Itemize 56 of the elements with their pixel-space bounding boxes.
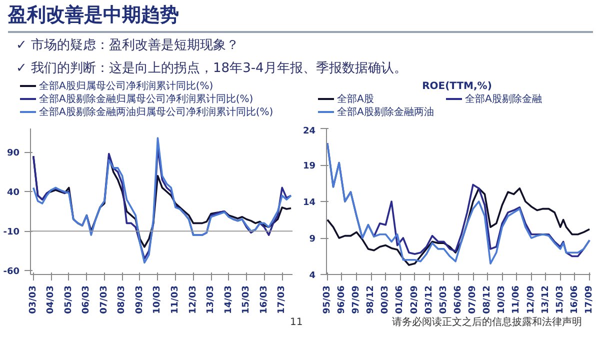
line-series	[326, 187, 590, 266]
x-tick-label: 08/03	[117, 285, 128, 314]
x-tick-label: 17/03	[277, 285, 288, 314]
x-tick-label: 05/03	[64, 285, 74, 314]
x-tick-label: 97/09	[352, 285, 362, 314]
legend-label: 全部A股剔除金融两油归属母公司净利润累计同比(%)	[38, 106, 274, 119]
x-tick-label: 10/03	[152, 285, 163, 314]
x-tick-label: 16/03	[259, 285, 270, 314]
x-tick-label: 14/03	[224, 285, 234, 314]
legend-label: 全部A股剔除金融	[464, 93, 543, 106]
x-tick-label: 15/03	[242, 285, 252, 314]
y-tick-label: -10	[3, 228, 20, 238]
x-tick-label: 98/12	[366, 285, 376, 314]
x-tick-label: 07/09	[468, 285, 478, 314]
text: ✓ 市场的疑虑：盈利改善是短期现象？	[16, 37, 240, 56]
x-tick-label: 12/09	[526, 285, 536, 314]
x-tick-label: 01/06	[395, 285, 406, 314]
x-tick-label: 15/03	[555, 285, 566, 314]
x-tick-label: 96/06	[337, 285, 347, 314]
x-tick-label: 05/03	[438, 285, 449, 314]
x-tick-label: 16/06	[570, 285, 580, 314]
y-tick-label: 9	[309, 234, 316, 244]
y-tick-label: 90	[6, 148, 20, 159]
x-tick-label: 13/12	[540, 285, 551, 314]
y-tick-label: 4	[309, 271, 316, 281]
x-tick-label: 17/09	[584, 285, 595, 314]
chart-title: ROE(TTM,%)	[421, 80, 493, 93]
y-tick-label: 40	[6, 188, 20, 198]
x-tick-label: 06/03	[82, 285, 92, 314]
legend-label: 全部A股	[336, 93, 375, 106]
x-tick-label: 11/06	[512, 285, 522, 314]
x-tick-label: 02/09	[410, 285, 420, 314]
legend-label: 全部A股剔除金融归属母公司净利润累计同比(%)	[38, 93, 254, 106]
x-tick-label: 11/03	[170, 285, 180, 314]
x-tick-label: 10/03	[497, 285, 508, 314]
y-tick-label: 14	[302, 198, 316, 208]
text: 11	[290, 316, 303, 330]
x-tick-label: 08/12	[482, 285, 493, 314]
x-tick-label: 03/12	[424, 285, 434, 314]
x-tick-label: 00/03	[380, 285, 391, 314]
text: 盈利改善是中期趋势	[8, 2, 593, 34]
x-tick-label: 12/03	[188, 285, 198, 314]
x-tick-label: 04/03	[46, 285, 56, 314]
y-tick-label: -60	[3, 267, 20, 278]
x-tick-label: 13/03	[206, 285, 216, 314]
legend-label: 全部A股剔除金融两油	[336, 106, 435, 119]
y-tick-label: 24	[302, 126, 316, 136]
x-tick-label: 03/03	[28, 285, 38, 314]
x-tick-label: 95/03	[322, 285, 332, 314]
x-tick-label: 09/03	[134, 285, 145, 314]
x-tick-label: 07/03	[99, 285, 110, 314]
text: ✓ 我们的判断：这是向上的拐点，18年3-4月年报、季报数据确认。	[16, 60, 408, 78]
text: 请务必阅读正文之后的信息披露和法律声明	[392, 316, 582, 330]
x-tick-label: 06/06	[453, 285, 464, 314]
y-tick-label: 19	[302, 162, 316, 172]
legend-label: 全部A股归属母公司净利润累计同比(%)	[38, 80, 214, 93]
